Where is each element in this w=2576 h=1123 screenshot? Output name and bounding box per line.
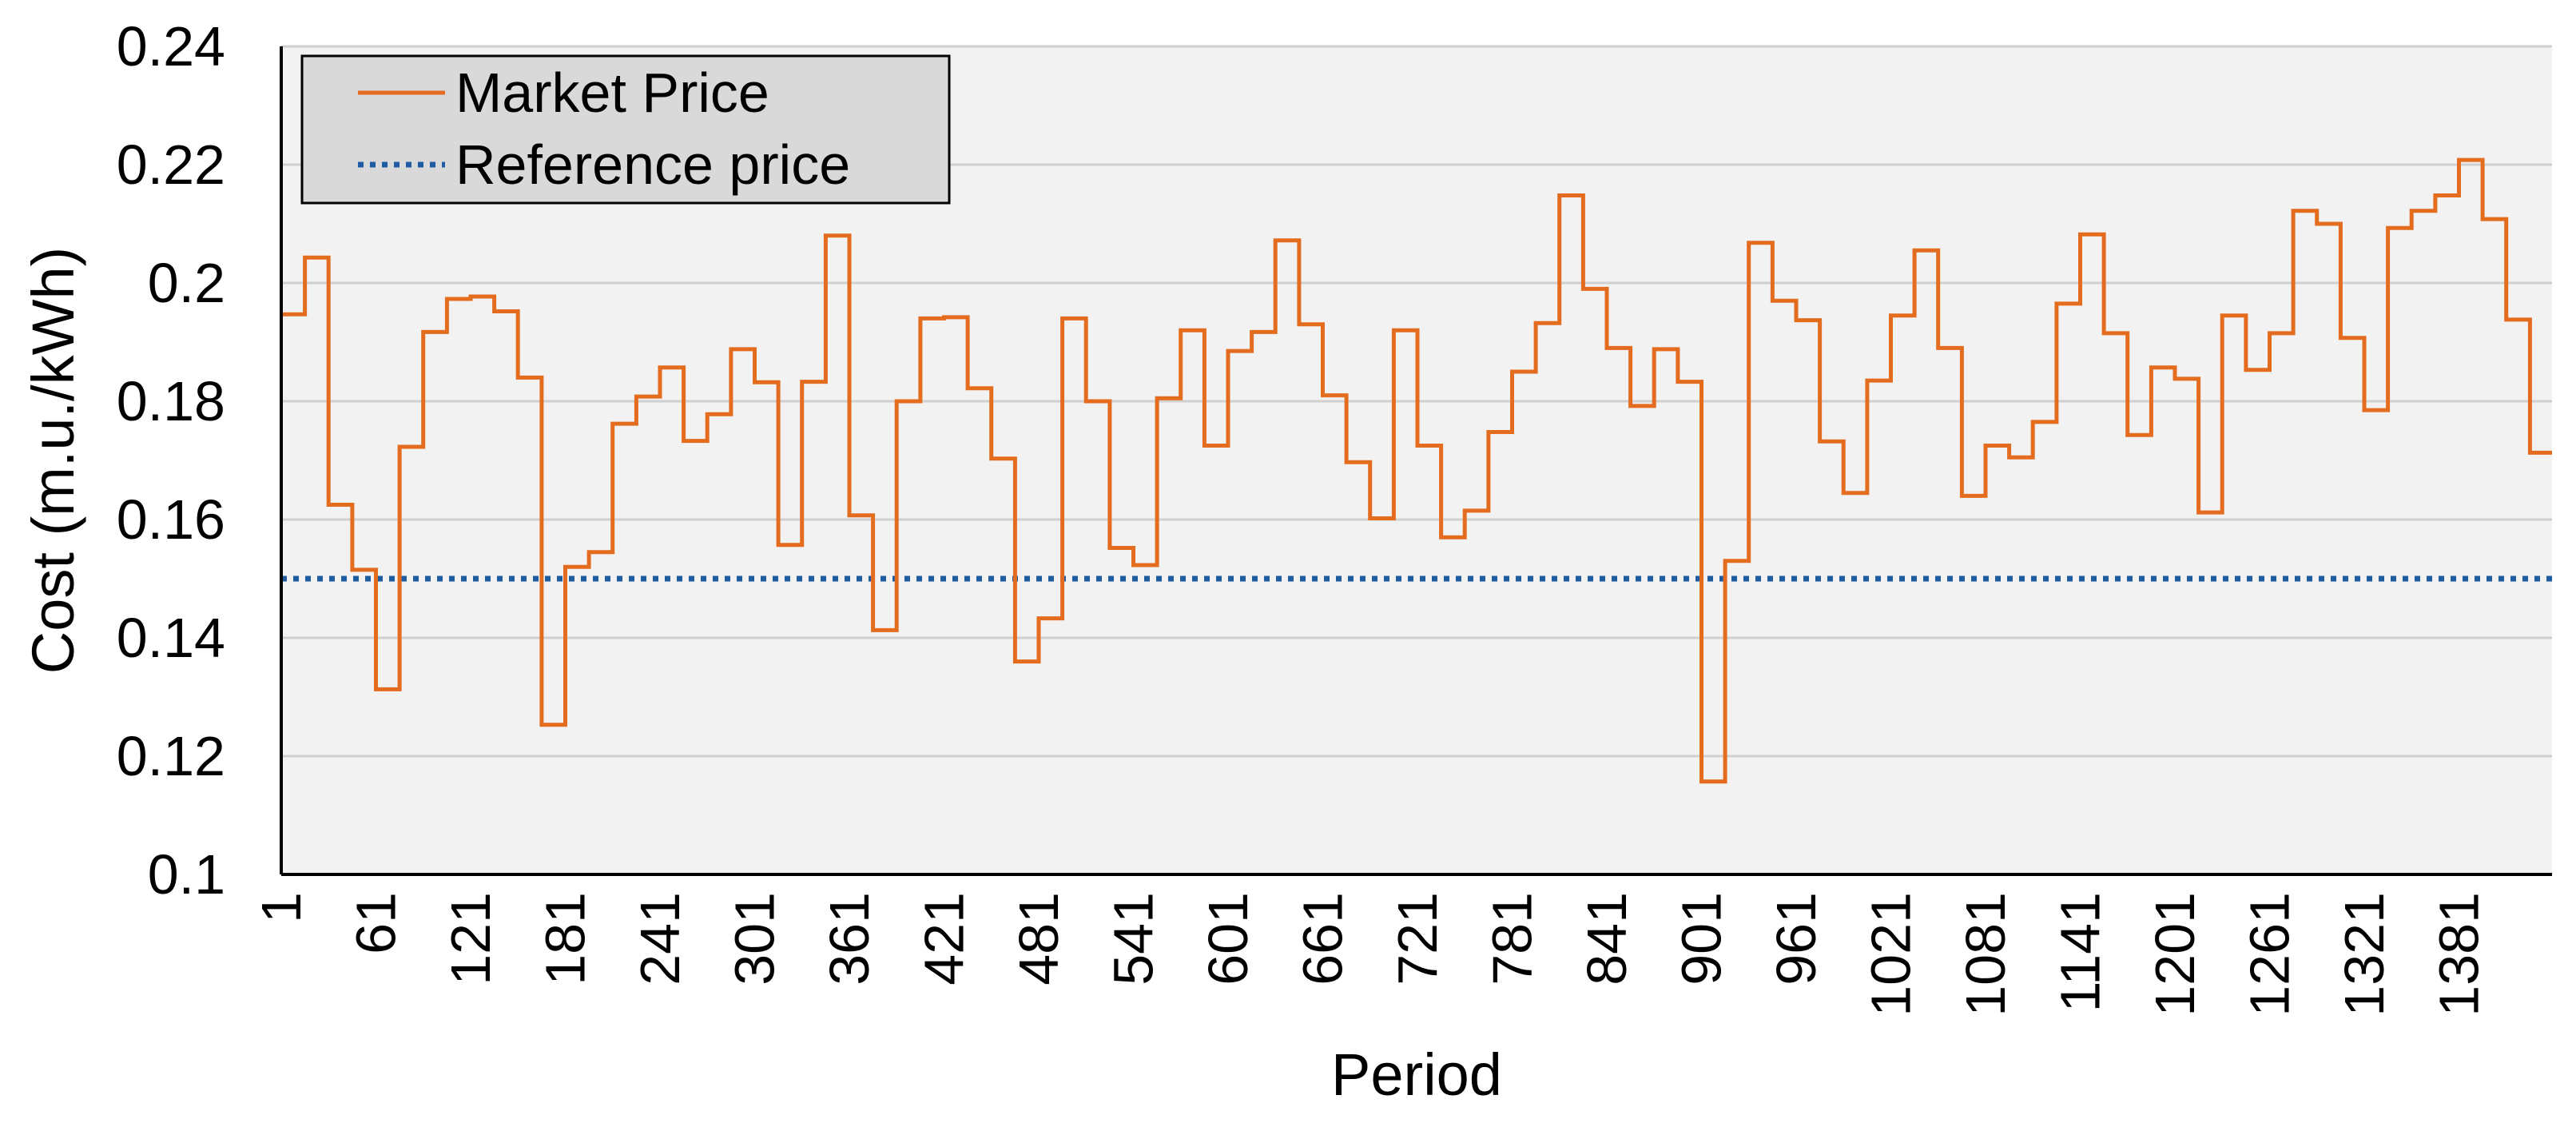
x-tick-label: 961	[1765, 892, 1827, 986]
x-tick-label: 241	[629, 892, 691, 986]
y-tick-label: 0.1	[148, 843, 225, 906]
y-tick-label: 0.24	[117, 15, 225, 78]
market-line-layer	[281, 157, 2552, 784]
x-tick-label: 121	[439, 892, 502, 986]
x-tick-label: 841	[1576, 892, 1638, 986]
x-tick-label: 901	[1670, 892, 1732, 986]
x-tick-label: 1381	[2427, 892, 2490, 1017]
x-tick-label: 481	[1008, 892, 1070, 986]
x-tick-label: 181	[534, 892, 596, 986]
series-line-market-price	[281, 157, 2552, 784]
y-tick-label: 0.12	[117, 725, 225, 787]
y-tick-label: 0.16	[117, 488, 225, 551]
y-tick-labels: 0.1 0.12 0.14 0.16 0.18 0.2 0.22 0.24	[117, 15, 225, 906]
legend-label-market-price: Market Price	[455, 62, 769, 124]
x-tick-label: 361	[818, 892, 881, 986]
x-tick-label: 61	[344, 892, 407, 954]
x-tick-label: 301	[723, 892, 785, 986]
y-tick-label: 0.18	[117, 370, 225, 432]
legend: Market Price Reference price	[300, 54, 951, 205]
x-tick-label: 661	[1291, 892, 1354, 986]
x-tick-label: 1321	[2333, 892, 2395, 1017]
x-tick-label: 541	[1102, 892, 1164, 986]
y-tick-label: 0.22	[117, 133, 225, 196]
y-axis-title: Cost (m.u./kWh)	[20, 247, 86, 674]
y-tick-label: 0.2	[148, 252, 225, 314]
legend-label-reference-price: Reference price	[455, 133, 850, 196]
x-tick-label: 1261	[2238, 892, 2300, 1017]
x-tick-label: 1021	[1859, 892, 1922, 1017]
legend-box	[300, 54, 951, 205]
x-tick-label: 721	[1386, 892, 1449, 986]
x-tick-label: 1141	[2049, 892, 2111, 1013]
gridlines	[281, 45, 2552, 758]
x-tick-label: 601	[1197, 892, 1259, 986]
x-tick-labels: 1 61 121 181 241 301 361 421 481 541 601 661 721 781 8…	[250, 892, 2490, 1017]
x-tick-label: 1201	[2144, 892, 2206, 1017]
x-tick-label: 781	[1481, 892, 1543, 986]
x-tick-label: 1	[250, 892, 312, 923]
x-axis-title: Period	[1331, 1041, 1502, 1108]
y-tick-label: 0.14	[117, 607, 225, 669]
x-tick-label: 421	[912, 892, 975, 986]
x-tick-label: 1081	[1954, 892, 2017, 1017]
